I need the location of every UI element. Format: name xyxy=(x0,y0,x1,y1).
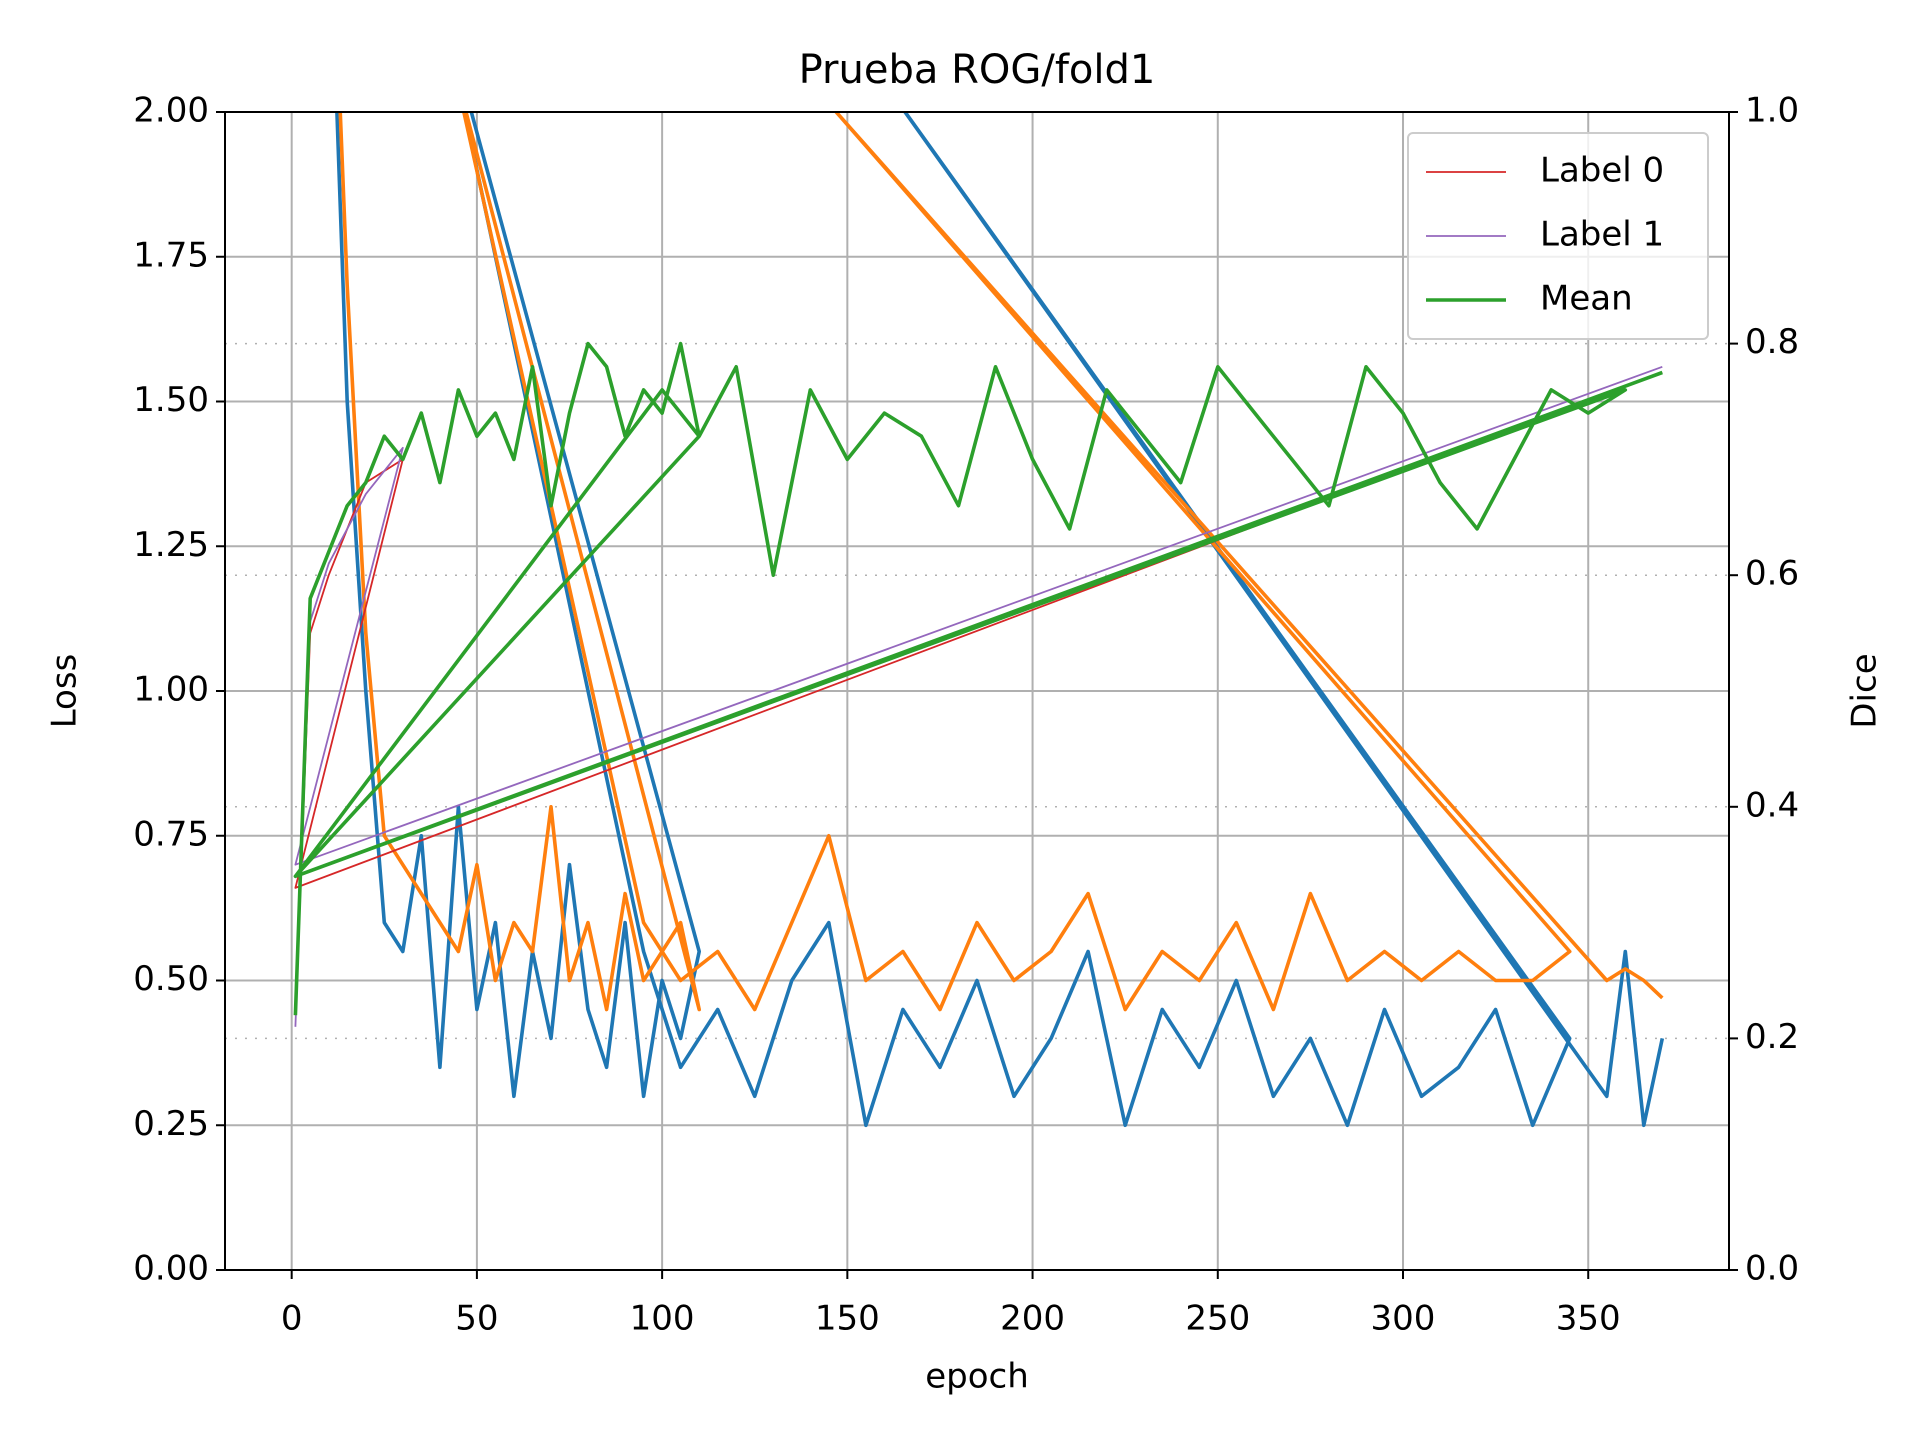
x-tick-label: 200 xyxy=(1000,1299,1065,1339)
x-tick-label: 350 xyxy=(1556,1299,1621,1339)
legend-box xyxy=(1407,132,1709,340)
y-tick-label: 0.75 xyxy=(133,814,209,854)
y-tick-label: 1.50 xyxy=(133,380,209,420)
legend-label: Label 0 xyxy=(1540,151,1664,191)
y2-tick-label: 1.0 xyxy=(1745,91,1799,131)
series-line xyxy=(338,112,1664,1012)
x-tick-label: 300 xyxy=(1371,1299,1436,1339)
series-line xyxy=(293,341,1663,1016)
y2-tick-label: 0.6 xyxy=(1745,554,1799,594)
plot-frame xyxy=(224,111,1730,1271)
legend-label: Label 1 xyxy=(1540,215,1664,255)
y-tick-label: 0.25 xyxy=(133,1104,209,1144)
y-tick-label: 1.25 xyxy=(133,525,209,565)
y-axis-label: Loss xyxy=(45,654,85,729)
chart-title: Prueba ROG/fold1 xyxy=(799,47,1156,93)
y-tick-label: 0.00 xyxy=(133,1249,209,1289)
x-tick-label: 0 xyxy=(281,1299,303,1339)
x-tick-label: 250 xyxy=(1185,1299,1250,1339)
x-tick-label: 100 xyxy=(630,1299,695,1339)
x-tick-label: 50 xyxy=(455,1299,498,1339)
y-tick-label: 2.00 xyxy=(133,91,209,131)
y-tick-label: 1.00 xyxy=(133,670,209,710)
y2-axis-label: Dice xyxy=(1845,653,1885,728)
x-axis-label: epoch xyxy=(925,1357,1029,1397)
y2-tick-label: 0.4 xyxy=(1745,785,1799,825)
y2-tick-label: 0.2 xyxy=(1745,1017,1799,1057)
y-tick-label: 1.75 xyxy=(133,235,209,275)
y-tick-label: 0.50 xyxy=(133,959,209,999)
legend-label: Mean xyxy=(1540,279,1633,319)
x-tick-label: 150 xyxy=(815,1299,880,1339)
plot-lines xyxy=(293,112,1665,1128)
y2-tick-label: 0.0 xyxy=(1745,1249,1799,1289)
axes: 0 50 100 150 200 250 300 350 0.00 0.25 0.50 0.75 1.0… xyxy=(133,91,1799,1339)
series-line xyxy=(335,112,1665,1128)
y2-tick-label: 0.8 xyxy=(1745,322,1799,362)
legend: Label 0 Label 1 Mean xyxy=(1407,132,1709,340)
